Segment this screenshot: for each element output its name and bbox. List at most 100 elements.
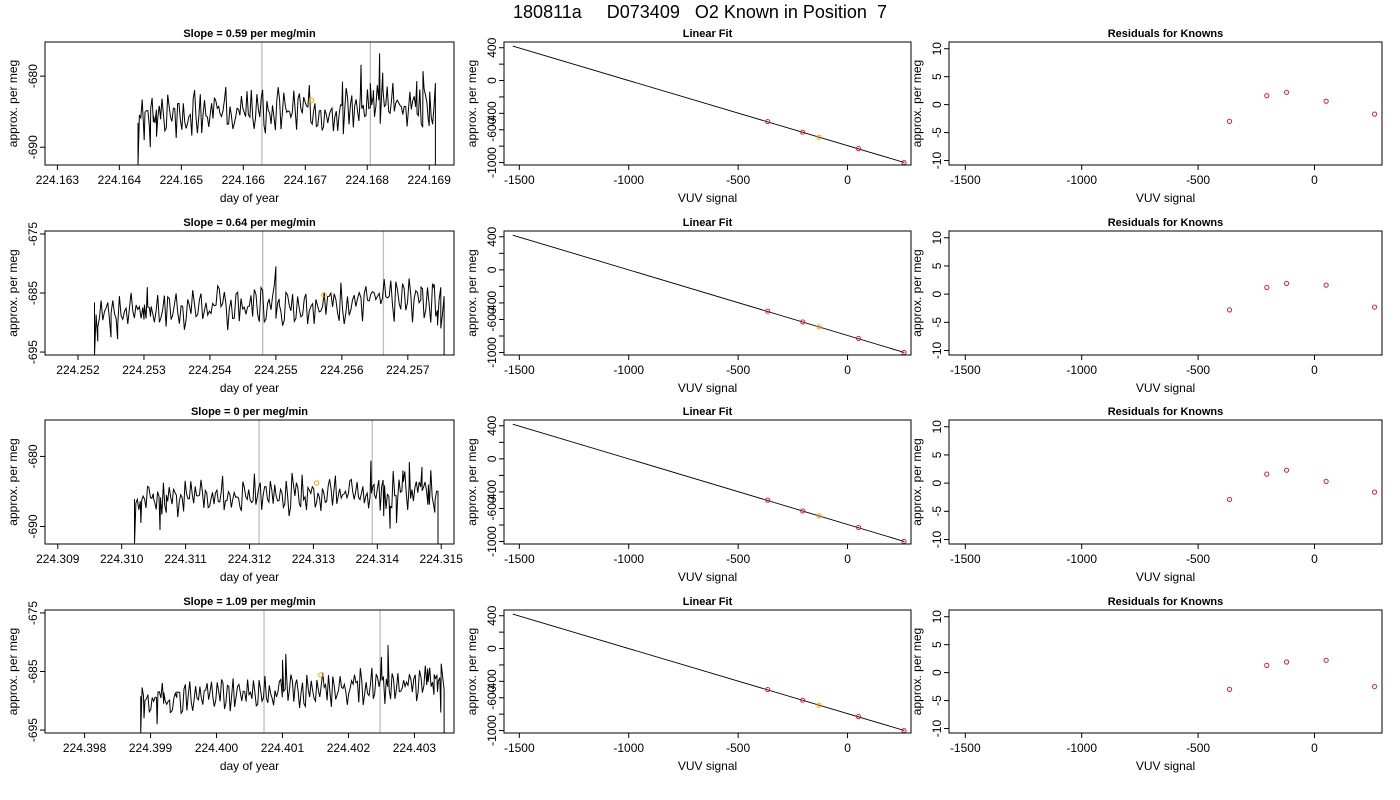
x-tick-label: 224.398 (63, 741, 107, 755)
y-tick-label: 10 (930, 231, 944, 245)
y-tick-label: -680 (26, 64, 40, 88)
data-point (765, 308, 771, 314)
y-tick-label: -10 (930, 152, 944, 170)
x-tick-label: 224.314 (356, 552, 400, 566)
panel-frame (503, 609, 912, 734)
plot-area (1226, 89, 1378, 124)
x-tick-label: -500 (1186, 363, 1210, 377)
x-tick-label: 224.401 (261, 741, 305, 755)
panel-frame (948, 41, 1383, 166)
panel-r1c1: Slope = 0.59 per meg/min 224.163 224.164 22… (6, 28, 455, 205)
panel-r1c2: Linear Fit -1500 -1000 -500 0 -1000 -600-400 0 4… (465, 28, 912, 205)
plot-area (1226, 280, 1378, 313)
x-tick-label: -500 (1186, 173, 1210, 187)
panel-frame (503, 230, 912, 356)
y-axis-label: approx. per meg (910, 249, 924, 336)
panel-title: Residuals for Knowns (1108, 406, 1224, 418)
y-tick-label: -695 (26, 340, 40, 364)
x-tick-label: 224.167 (284, 173, 328, 187)
y-tick-label: 5 (930, 451, 944, 458)
data-point (1283, 659, 1290, 665)
y-axis-label: approx. per meg (6, 249, 20, 336)
data-point (800, 319, 806, 325)
data-point (765, 686, 771, 693)
y-tick-label: -10 (930, 530, 944, 548)
y-axis-label: approx. per meg (465, 438, 479, 525)
plot-area (512, 613, 907, 733)
x-tick-label: 224.402 (327, 741, 371, 755)
x-tick-label: 224.168 (346, 173, 390, 187)
y-tick-label: 5 (930, 641, 944, 648)
fit-line (512, 423, 905, 542)
data-point (800, 508, 806, 514)
panel-r3c1: Slope = 0 per meg/min 224.309 224.310 224.3… (6, 406, 463, 584)
x-tick-label: 224.312 (228, 552, 272, 566)
y-axis-label: approx. per meg (6, 60, 20, 147)
x-tick-label: 0 (1311, 363, 1318, 377)
panel-r3c2: Linear Fit -1500 -1000 -500 0 -1000 -600-400 0 4… (465, 406, 912, 584)
data-trace (134, 460, 439, 544)
panel-r4c1: Slope = 1.09 per meg/min 224.398 224.399 22… (6, 596, 455, 773)
panel-frame (503, 41, 912, 166)
fit-line (512, 613, 905, 731)
x-tick-label: -1000 (613, 552, 644, 566)
x-tick-label: -1000 (1066, 741, 1097, 755)
data-point (1264, 93, 1270, 99)
x-tick-label: 224.257 (386, 363, 430, 377)
y-axis-label: approx. per meg (910, 60, 924, 147)
x-tick-label: 0 (844, 552, 851, 566)
plot-area (1226, 657, 1378, 692)
y-tick-label: -1000 (485, 526, 499, 557)
y-axis-label: approx. per meg (465, 249, 479, 336)
data-point (1264, 662, 1270, 668)
data-point (1323, 478, 1329, 485)
panel-frame (948, 609, 1383, 734)
data-point (800, 129, 806, 135)
x-tick-label: 224.252 (56, 363, 100, 377)
y-tick-label: -1000 (485, 337, 499, 368)
x-tick-label: -500 (726, 363, 750, 377)
panel-r2c2: Linear Fit -1500 -1000 -500 0 -1000 -600-400 0 4… (465, 217, 912, 395)
x-tick-label: -500 (1186, 741, 1210, 755)
x-tick-label: 0 (1311, 173, 1318, 187)
x-tick-label: 224.254 (188, 363, 232, 377)
data-point (1264, 284, 1270, 290)
x-tick-label: -1500 (950, 741, 981, 755)
y-tick-label: -10 (930, 341, 944, 359)
x-tick-label: -1000 (613, 173, 644, 187)
data-point (1283, 280, 1290, 287)
y-tick-label: 0 (485, 455, 499, 462)
x-axis-label: VUV signal (678, 191, 737, 205)
y-tick-label: -1000 (485, 715, 499, 746)
x-tick-label: 224.256 (320, 363, 364, 377)
y-tick-label: -690 (26, 514, 40, 538)
data-point (1323, 98, 1329, 104)
x-tick-label: 224.164 (98, 173, 142, 187)
y-tick-label: -695 (26, 718, 40, 742)
y-tick-label: -685 (26, 281, 40, 305)
panel-title: Linear Fit (683, 406, 733, 418)
data-trace (137, 53, 436, 165)
plot-area (134, 460, 439, 544)
y-tick-label: -600 (485, 685, 499, 709)
y-tick-label: 400 (485, 415, 499, 435)
panel-frame (44, 41, 455, 166)
x-tick-label: 0 (844, 363, 851, 377)
highlight-point (308, 97, 315, 104)
y-tick-label: -400 (485, 101, 499, 125)
x-tick-label: 224.315 (420, 552, 464, 566)
data-point (765, 118, 771, 125)
highlight-point (318, 672, 324, 678)
panel-title: Residuals for Knowns (1108, 28, 1224, 40)
y-tick-label: -5 (930, 506, 944, 517)
x-axis-label: VUV signal (1136, 759, 1195, 773)
panel-r3c3: Residuals for Knowns -1500 -1000 -500 0 -10 -5… (910, 406, 1383, 584)
data-point (765, 497, 771, 503)
panel-title: Slope = 1.09 per meg/min (183, 596, 316, 608)
panel-frame (948, 230, 1383, 356)
y-tick-label: 0 (930, 290, 944, 297)
data-point (1226, 496, 1233, 503)
x-tick-label: 224.165 (160, 173, 204, 187)
x-tick-label: -1500 (950, 363, 981, 377)
x-axis-label: day of year (220, 570, 279, 584)
